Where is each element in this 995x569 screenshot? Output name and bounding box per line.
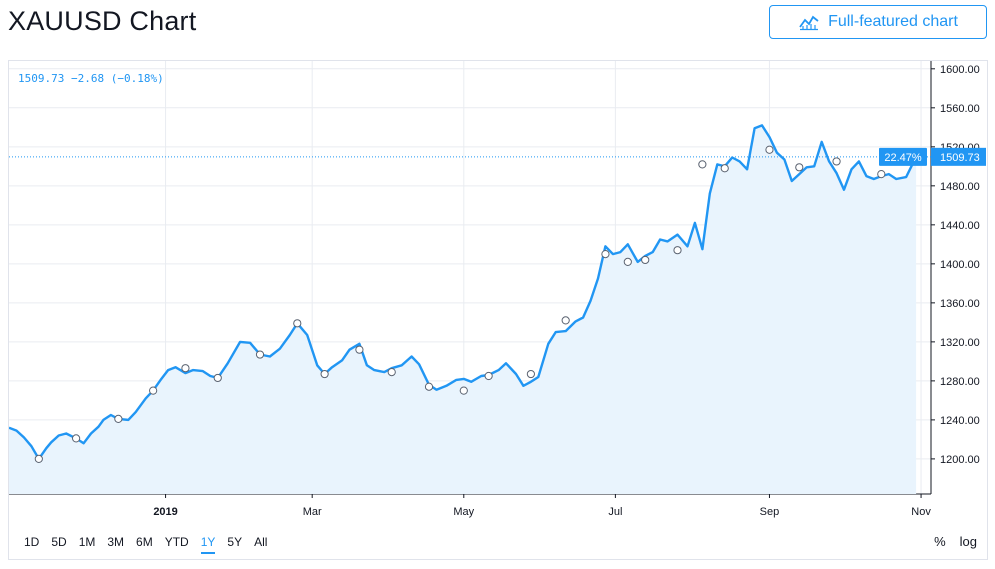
legend-price: 1509.73 (18, 72, 65, 85)
event-marker[interactable] (877, 170, 886, 179)
log-scale-toggle[interactable]: log (959, 534, 977, 549)
price-legend: 1509.73 −2.68 (−0.18%) (18, 72, 164, 85)
event-marker[interactable] (213, 373, 222, 383)
range-6m[interactable]: 6M (136, 535, 153, 549)
y-tick-label: 1360.00 (940, 298, 980, 310)
legend-change: −2.68 (70, 72, 105, 85)
event-marker[interactable] (459, 386, 468, 395)
event-marker[interactable] (673, 246, 682, 255)
y-tick-label: 1320.00 (940, 337, 980, 349)
event-marker[interactable] (601, 249, 610, 259)
full-featured-chart-label: Full-featured chart (828, 13, 958, 30)
event-marker[interactable] (181, 364, 190, 373)
event-marker[interactable] (149, 386, 158, 395)
event-marker[interactable] (720, 164, 729, 173)
y-tick-label: 1200.00 (940, 454, 980, 466)
y-tick-label: 1600.00 (940, 64, 980, 76)
y-tick-label: 1560.00 (940, 103, 980, 115)
event-marker[interactable] (795, 163, 804, 172)
event-marker[interactable] (832, 157, 841, 166)
range-3m[interactable]: 3M (107, 535, 125, 549)
event-marker[interactable] (424, 382, 434, 391)
y-tick-label: 1240.00 (940, 415, 980, 427)
pct-change-label: 22.47% (884, 152, 922, 164)
event-marker[interactable] (698, 160, 707, 169)
scale-toggles: % log (934, 533, 977, 551)
y-tick-label: 1440.00 (940, 220, 980, 232)
percent-scale-toggle[interactable]: % (934, 534, 946, 549)
range-ytd[interactable]: YTD (164, 535, 189, 549)
event-marker[interactable] (255, 350, 265, 359)
event-marker[interactable] (355, 345, 364, 354)
range-selector: 1D 5D 1M 3M 6M YTD 1Y 5Y All (18, 533, 273, 554)
event-marker[interactable] (114, 414, 123, 424)
page-title: XAUUSD Chart (8, 6, 197, 36)
pct-change-badge (879, 147, 927, 166)
event-marker[interactable] (526, 369, 535, 379)
chart-line-icon (798, 13, 820, 31)
event-marker[interactable] (561, 316, 570, 325)
range-5d[interactable]: 5D (51, 535, 67, 549)
range-5y[interactable]: 5Y (227, 535, 243, 549)
event-marker[interactable] (293, 319, 302, 328)
range-1d[interactable]: 1D (24, 535, 40, 549)
full-featured-chart-button[interactable]: Full-featured chart (769, 5, 987, 39)
price-chart[interactable]: 1200.00 1240.00 1280.00 1320.00 1360.00 1400.… (9, 61, 987, 559)
range-all[interactable]: All (254, 535, 268, 549)
y-tick-label: 1400.00 (940, 259, 980, 271)
y-tick-label: 1480.00 (940, 181, 980, 193)
x-tick-label: Jul (608, 506, 622, 518)
price-line[interactable] (9, 124, 918, 461)
x-tick-label: Sep (760, 506, 780, 518)
event-marker[interactable] (71, 434, 81, 443)
x-tick-label: Nov (911, 506, 931, 518)
last-price-label: 1509.73 (940, 152, 980, 164)
last-price-badge (931, 147, 986, 166)
chart-frame: 1200.00 1240.00 1280.00 1320.00 1360.00 1400.… (8, 60, 988, 560)
range-1m[interactable]: 1M (78, 535, 96, 549)
event-marker[interactable] (387, 367, 396, 377)
price-area (9, 125, 917, 495)
y-tick-label: 1280.00 (940, 376, 980, 388)
event-marker[interactable] (484, 371, 493, 381)
x-tick-label: May (453, 506, 474, 518)
x-tick-label: Mar (303, 506, 322, 518)
event-marker[interactable] (623, 257, 632, 266)
event-marker[interactable] (641, 255, 650, 265)
event-marker[interactable] (765, 145, 774, 154)
event-marker[interactable] (34, 454, 43, 463)
event-marker[interactable] (320, 369, 329, 379)
x-tick-label: 2019 (153, 506, 177, 518)
legend-change-pct: (−0.18%) (110, 72, 164, 85)
range-1y[interactable]: 1Y (195, 533, 222, 554)
